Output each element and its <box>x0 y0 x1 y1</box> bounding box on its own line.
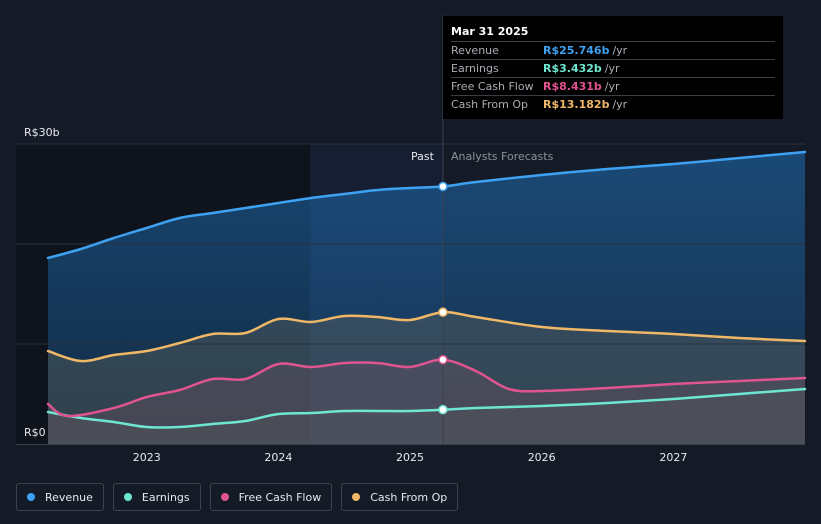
tooltip-value: R$8.431b <box>543 80 602 93</box>
legend-label: Earnings <box>141 490 190 504</box>
legend-item-earnings[interactable]: Earnings <box>112 483 201 511</box>
x-tick-label: 2024 <box>264 451 292 464</box>
tooltip-unit: /yr <box>612 98 628 111</box>
tooltip-label: Revenue <box>451 44 499 57</box>
tooltip-unit: /yr <box>604 62 620 75</box>
tooltip-row-cash-from-op: Cash From Op R$13.182b /yr <box>451 95 775 113</box>
x-tick-label: 2027 <box>659 451 687 464</box>
forecast-label: Analysts Forecasts <box>451 150 554 163</box>
legend-dot-icon <box>220 493 229 501</box>
legend-dot-icon <box>123 493 132 501</box>
data-point-free-cash-flow <box>438 354 448 365</box>
legend-label: Revenue <box>45 490 93 504</box>
tooltip-date: Mar 31 2025 <box>451 25 529 38</box>
tooltip-value: R$3.432b <box>543 62 602 75</box>
legend-label: Cash From Op <box>370 490 448 504</box>
y-tick-label: R$30b <box>24 126 60 139</box>
data-point-revenue <box>438 181 448 192</box>
x-tick-label: 2025 <box>396 451 424 464</box>
tooltip-row-earnings: Earnings R$3.432b /yr <box>451 59 775 77</box>
tooltip-row-free-cash-flow: Free Cash Flow R$8.431b /yr <box>451 77 775 95</box>
chart-legend: Revenue Earnings Free Cash Flow Cash Fro… <box>16 483 467 511</box>
data-point-earnings <box>438 404 448 415</box>
tooltip-label: Free Cash Flow <box>451 80 534 93</box>
area-cash-from-op <box>48 312 805 444</box>
tooltip-label: Earnings <box>451 62 499 75</box>
series-line-free-cash-flow <box>46 358 807 418</box>
tooltip-unit: /yr <box>604 80 620 93</box>
legend-item-cash-from-op[interactable]: Cash From Op <box>341 483 459 511</box>
legend-label: Free Cash Flow <box>238 490 322 504</box>
data-tooltip: Mar 31 2025 Revenue R$25.746b /yr Earnin… <box>443 16 783 119</box>
series-line-revenue <box>46 150 807 260</box>
tooltip-row-revenue: Revenue R$25.746b /yr <box>451 41 775 59</box>
x-tick-label: 2023 <box>133 451 161 464</box>
x-tick-label: 2026 <box>528 451 556 464</box>
tooltip-value: R$25.746b <box>543 44 610 57</box>
legend-dot-icon <box>352 493 361 501</box>
series-line-earnings <box>46 387 807 429</box>
series-line-cash-from-op <box>46 310 807 363</box>
legend-dot-icon <box>27 493 35 501</box>
y-tick-label: R$0 <box>24 426 46 439</box>
area-revenue <box>48 152 805 444</box>
tooltip-label: Cash From Op <box>451 98 529 111</box>
tooltip-unit: /yr <box>612 44 628 57</box>
data-point-cash-from-op <box>438 307 448 317</box>
legend-item-free-cash-flow[interactable]: Free Cash Flow <box>209 483 333 511</box>
tooltip-value: R$13.182b <box>543 98 610 111</box>
past-label: Past <box>411 150 435 163</box>
legend-item-revenue[interactable]: Revenue <box>16 483 104 511</box>
